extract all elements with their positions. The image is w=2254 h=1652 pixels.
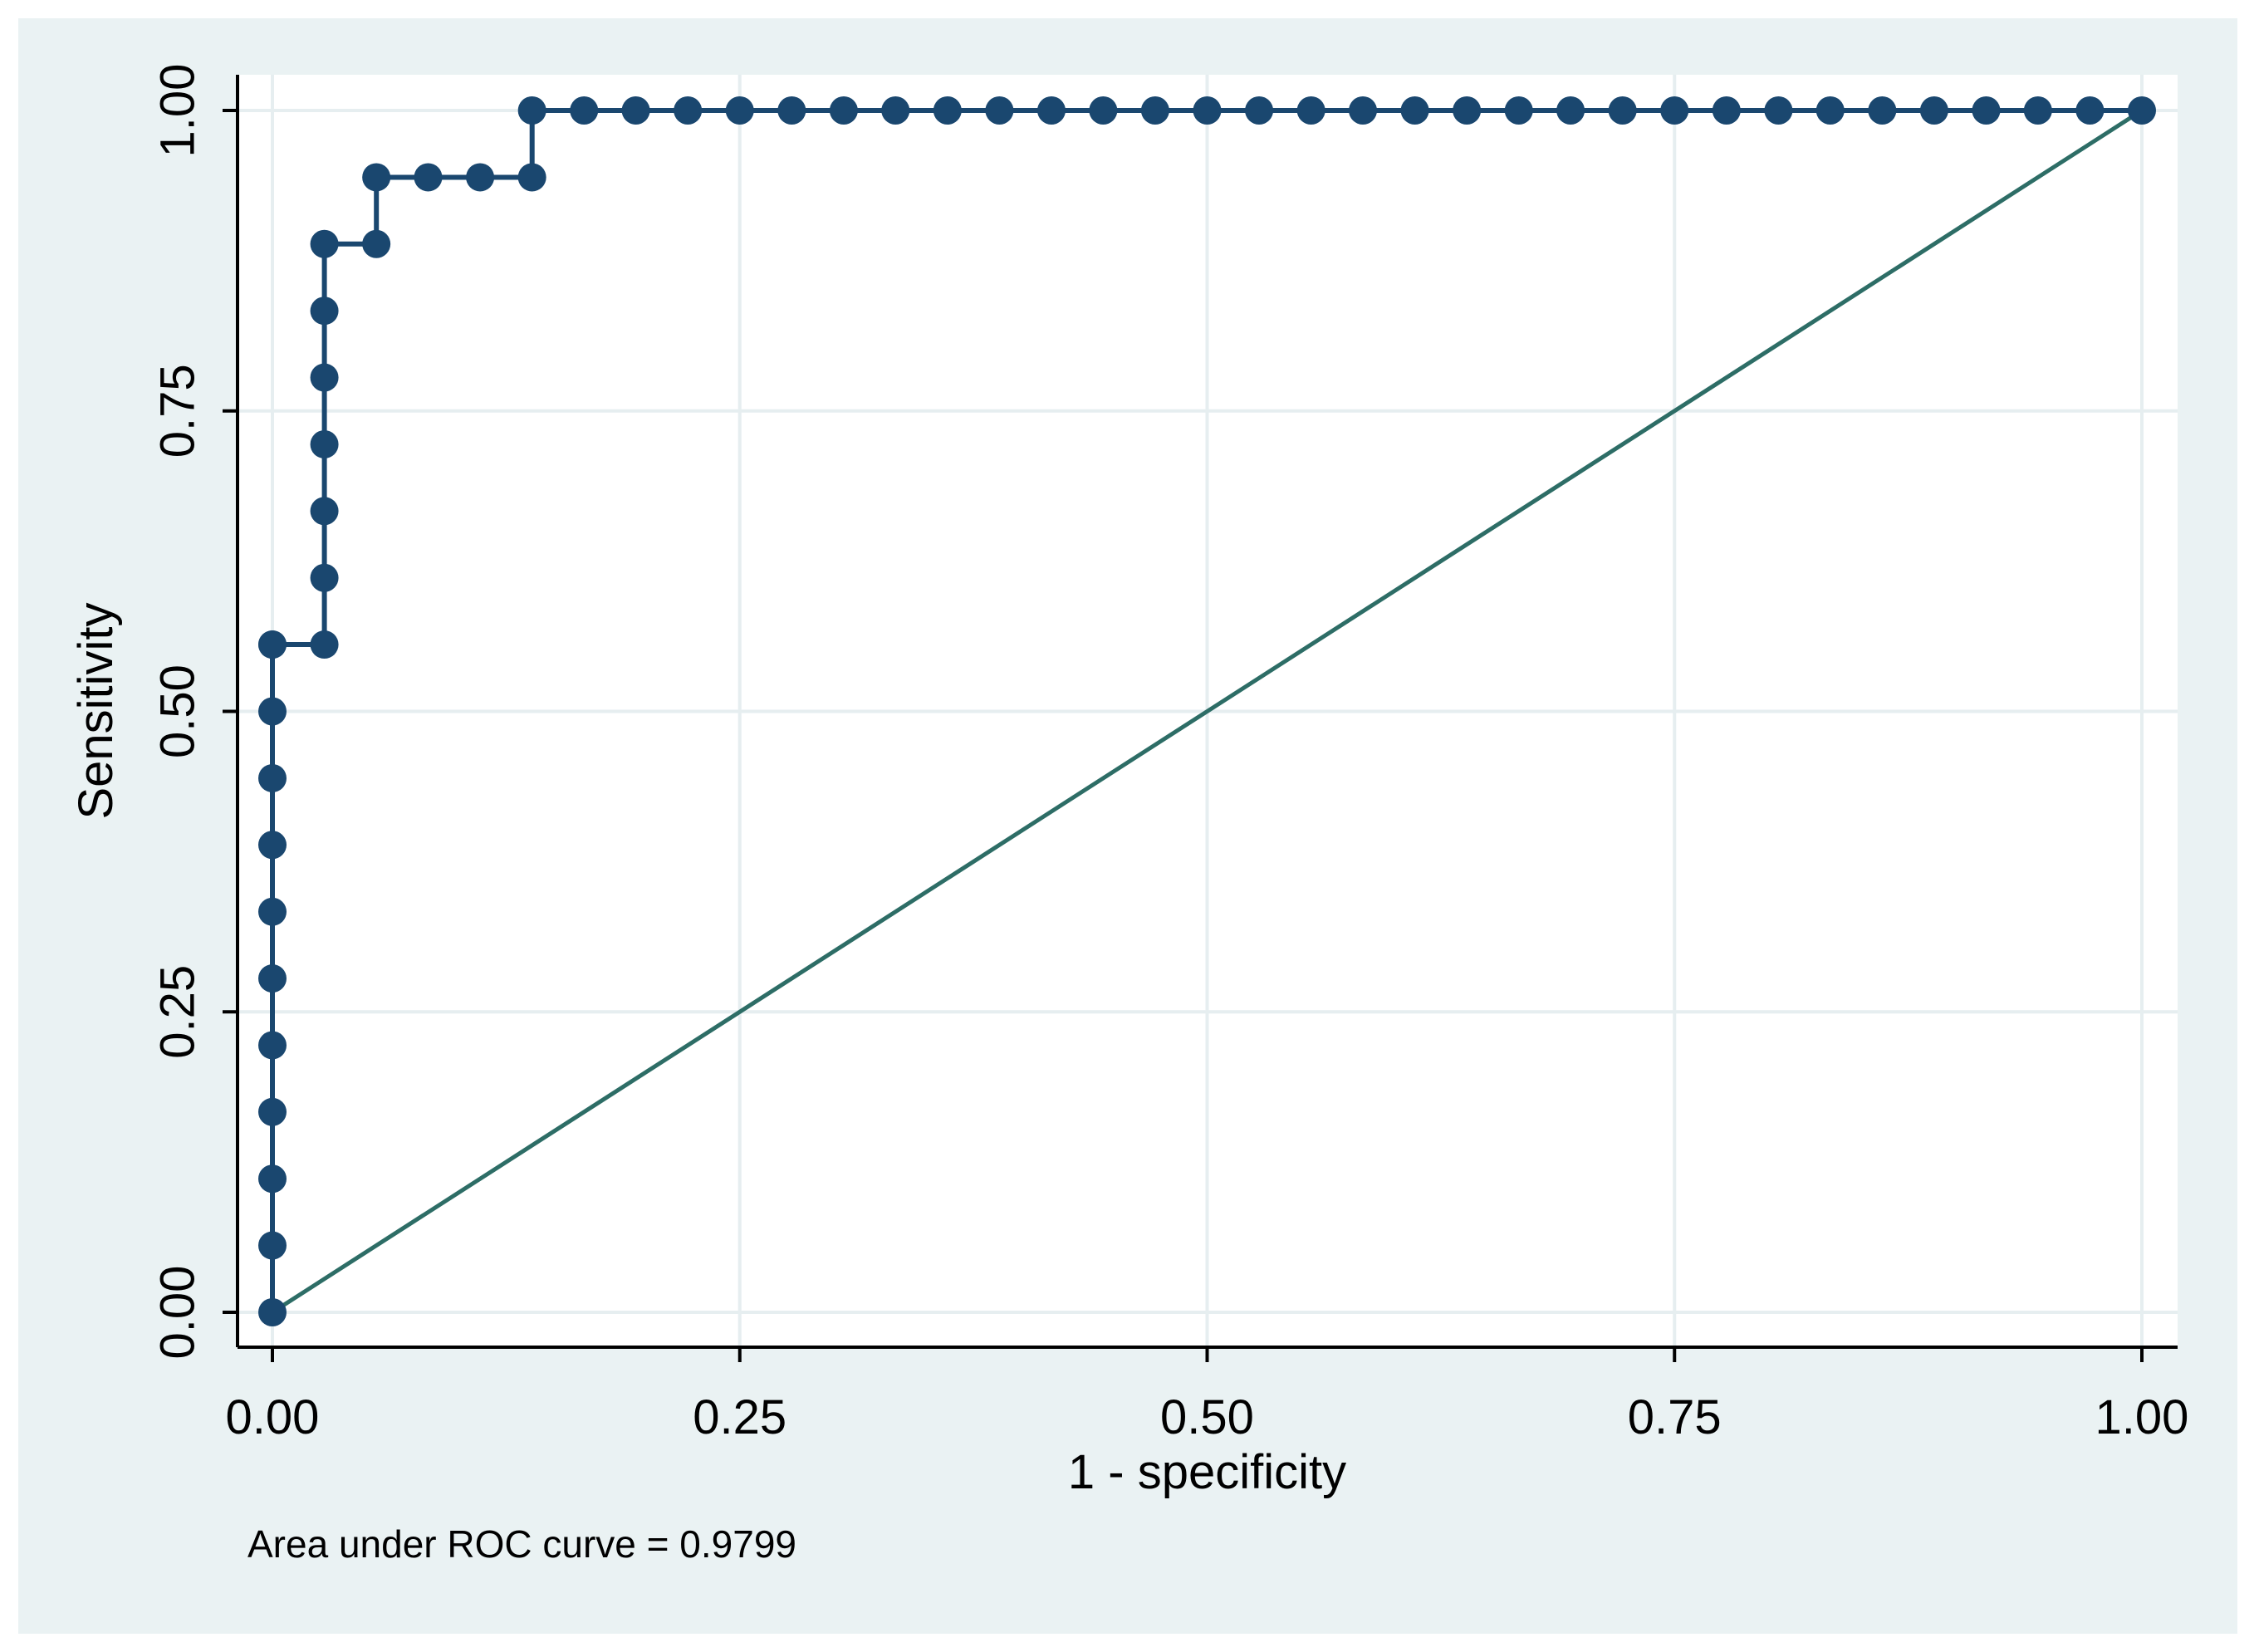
roc-point [1504, 96, 1533, 125]
roc-point [258, 763, 287, 792]
roc-point [258, 831, 287, 860]
roc-point [1712, 96, 1741, 125]
roc-curve-points [258, 96, 2156, 1326]
y-tick-label: 0.75 [150, 364, 204, 458]
roc-point [414, 163, 443, 192]
roc-point [258, 1164, 287, 1194]
roc-point [517, 96, 546, 125]
roc-point [310, 630, 339, 659]
roc-point [777, 96, 806, 125]
x-tick-label: 0.25 [693, 1390, 786, 1444]
roc-point [570, 96, 599, 125]
roc-point [1660, 96, 1689, 125]
roc-point [725, 96, 754, 125]
roc-point [881, 96, 910, 125]
roc-point [258, 897, 287, 926]
roc-point [1764, 96, 1793, 125]
roc-point [258, 1298, 287, 1326]
roc-point [1556, 96, 1585, 125]
roc-point [674, 96, 703, 125]
roc-point [1608, 96, 1637, 125]
roc-point [310, 563, 339, 592]
roc-point [310, 363, 339, 392]
y-axis-ticks: 0.00 0.25 0.50 0.75 1.00 [150, 64, 238, 1360]
roc-point [1815, 96, 1845, 125]
roc-point [2023, 96, 2052, 125]
roc-point [517, 163, 546, 192]
roc-point [1868, 96, 1897, 125]
x-tick-label: 0.50 [1160, 1390, 1254, 1444]
roc-point [2128, 96, 2156, 125]
roc-point [258, 964, 287, 993]
x-axis-title: 1 - specificity [1068, 1445, 1346, 1499]
roc-point [466, 163, 495, 192]
roc-point [985, 96, 1014, 125]
roc-point [258, 1231, 287, 1260]
roc-point [310, 229, 339, 258]
roc-point [1400, 96, 1429, 125]
roc-point [933, 96, 962, 125]
roc-point [1349, 96, 1378, 125]
x-tick-label: 0.00 [226, 1390, 320, 1444]
roc-point [310, 497, 339, 526]
x-tick-label: 1.00 [2095, 1390, 2189, 1444]
roc-point [1245, 96, 1274, 125]
y-tick-label: 0.00 [150, 1266, 204, 1360]
x-tick-label: 0.75 [1628, 1390, 1722, 1444]
roc-point [1972, 96, 2001, 125]
y-axis-title: Sensitivity [69, 602, 123, 819]
roc-point [258, 1097, 287, 1126]
roc-point [829, 96, 858, 125]
roc-point [310, 429, 339, 458]
roc-point [258, 630, 287, 659]
roc-point [1919, 96, 1948, 125]
roc-point [1089, 96, 1118, 125]
roc-point [362, 229, 391, 258]
auc-note: Area under ROC curve = 0.9799 [247, 1522, 796, 1566]
x-axis-ticks: 0.00 0.25 0.50 0.75 1.00 [226, 1347, 2189, 1444]
roc-point [1296, 96, 1325, 125]
roc-point [1036, 96, 1066, 125]
roc-point [621, 96, 650, 125]
roc-point [2075, 96, 2105, 125]
roc-point [1453, 96, 1482, 125]
y-tick-label: 0.25 [150, 965, 204, 1059]
roc-point [1193, 96, 1222, 125]
y-tick-label: 0.50 [150, 664, 204, 758]
roc-point [310, 297, 339, 326]
roc-point [258, 697, 287, 726]
roc-point [362, 163, 391, 192]
roc-point [258, 1031, 287, 1060]
y-tick-label: 1.00 [150, 64, 204, 158]
reference-diagonal-line [271, 108, 2144, 1315]
roc-point [1140, 96, 1169, 125]
